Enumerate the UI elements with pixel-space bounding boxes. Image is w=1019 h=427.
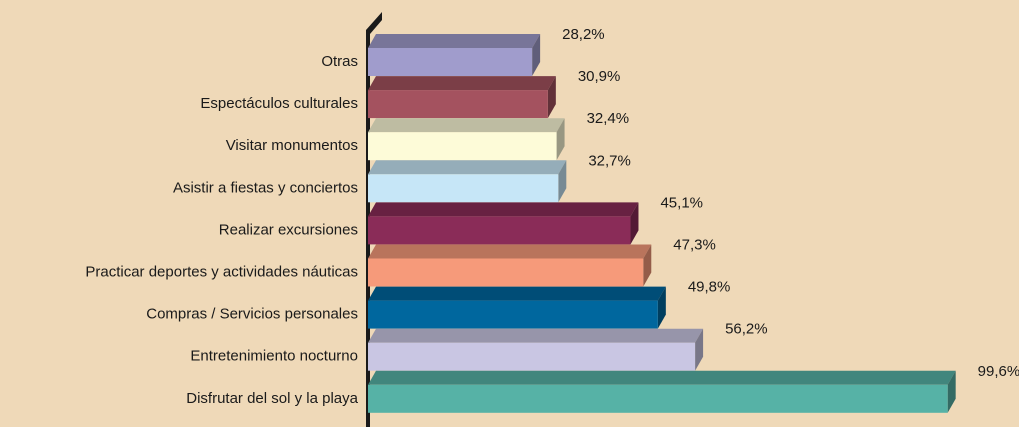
value-label: 32,4%: [587, 110, 630, 127]
bar: [368, 48, 533, 76]
bar: [368, 258, 644, 287]
bar-side: [556, 118, 565, 161]
category-label: Entretenimiento nocturno: [190, 348, 358, 365]
value-label: 28,2%: [562, 26, 605, 43]
bar-side: [643, 244, 652, 287]
bar-side: [532, 34, 541, 76]
bar-side: [657, 286, 666, 329]
value-label: 30,9%: [578, 68, 621, 85]
bar-side: [947, 370, 956, 413]
category-label: Practicar deportes y actividades náutica…: [85, 263, 358, 280]
bar: [368, 90, 548, 119]
category-label: Asistir a fiestas y conciertos: [173, 179, 358, 196]
category-label: Espectáculos culturales: [200, 95, 358, 112]
value-label: 99,6%: [978, 363, 1019, 380]
bar-top: [368, 160, 567, 175]
bar-top: [368, 34, 541, 48]
category-label: Otras: [321, 53, 358, 70]
value-label: 56,2%: [725, 321, 768, 338]
bar-side: [547, 76, 556, 119]
bar: [368, 300, 658, 329]
bar: [368, 216, 631, 245]
bar-top: [368, 202, 639, 217]
bar-top: [368, 370, 956, 385]
bar-top: [368, 244, 652, 259]
bar: [368, 174, 559, 203]
category-label: Visitar monumentos: [226, 137, 358, 154]
bar-top: [368, 118, 565, 133]
bar-side: [695, 328, 704, 371]
bar-top: [368, 76, 556, 91]
category-label: Disfrutar del sol y la playa: [186, 390, 358, 407]
value-label: 45,1%: [660, 194, 703, 211]
bar-top: [368, 328, 704, 343]
bar: [368, 342, 696, 371]
value-label: 32,7%: [588, 152, 631, 169]
value-label: 49,8%: [688, 279, 731, 296]
category-label: Realizar excursiones: [219, 221, 358, 238]
value-label: 47,3%: [673, 236, 716, 253]
bar-side: [630, 202, 639, 245]
category-label: Compras / Servicios personales: [146, 306, 358, 323]
bar: [368, 132, 557, 161]
bar: [368, 384, 948, 413]
bar-top: [368, 286, 666, 301]
bar-side: [558, 160, 567, 203]
